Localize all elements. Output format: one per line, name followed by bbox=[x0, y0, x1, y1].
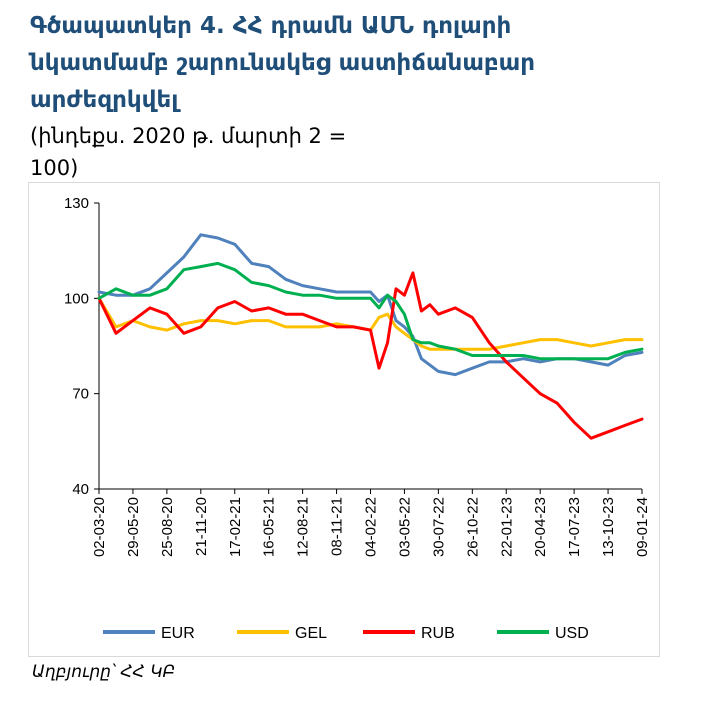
x-tick-label: 13-10-23 bbox=[600, 497, 617, 557]
x-tick-label: 30-07-22 bbox=[430, 497, 447, 557]
x-tick-label: 22-01-23 bbox=[498, 497, 515, 557]
y-tick-label: 40 bbox=[72, 481, 89, 498]
chart-title: Գծապատկեր 4. ՀՀ դրամն ԱՄՆ դոլարի նկատմամ… bbox=[30, 13, 536, 113]
x-tick-label: 21-11-20 bbox=[193, 497, 210, 556]
y-tick-label: 130 bbox=[64, 195, 89, 212]
x-tick-label: 29-05-20 bbox=[125, 497, 142, 557]
legend-label-eur: EUR bbox=[161, 625, 195, 642]
chart-subtitle: (ինդեքս. 2020 թ. մարտի 2 = 100) bbox=[30, 124, 347, 180]
x-tick-label: 03-05-22 bbox=[396, 497, 413, 557]
x-tick-label: 17-07-23 bbox=[566, 497, 583, 557]
legend-label-gel: GEL bbox=[295, 625, 327, 642]
source-note: Աղբյուրը՝ ՀՀ ԿԲ bbox=[32, 662, 176, 682]
chart-area: 130 100 70 40 02-03-20 29-05-20 25-08-20 21-11-… bbox=[28, 182, 660, 657]
series-line-rub bbox=[97, 271, 644, 440]
series-line-usd bbox=[97, 261, 644, 361]
y-tick-label: 100 bbox=[64, 290, 89, 307]
series-line-gel bbox=[97, 296, 644, 351]
x-tick-label: 20-04-23 bbox=[532, 497, 549, 557]
x-tick-label: 25-08-20 bbox=[159, 497, 176, 557]
x-tick-label: 09-01-24 bbox=[634, 497, 651, 557]
x-tick-label: 04-02-22 bbox=[363, 497, 380, 557]
x-tick-label: 02-03-20 bbox=[91, 497, 108, 557]
x-tick-label: 12-08-21 bbox=[295, 497, 312, 557]
y-tick-label: 70 bbox=[72, 386, 89, 403]
x-tick-label: 17-02-21 bbox=[227, 497, 244, 557]
x-tick-label: 16-05-21 bbox=[261, 497, 278, 557]
legend-label-rub: RUB bbox=[421, 625, 455, 642]
legend-label-usd: USD bbox=[555, 625, 589, 642]
x-tick-label: 08-11-21 bbox=[329, 497, 346, 556]
series-line-eur bbox=[97, 233, 644, 377]
x-tick-label: 26-10-22 bbox=[464, 497, 481, 557]
